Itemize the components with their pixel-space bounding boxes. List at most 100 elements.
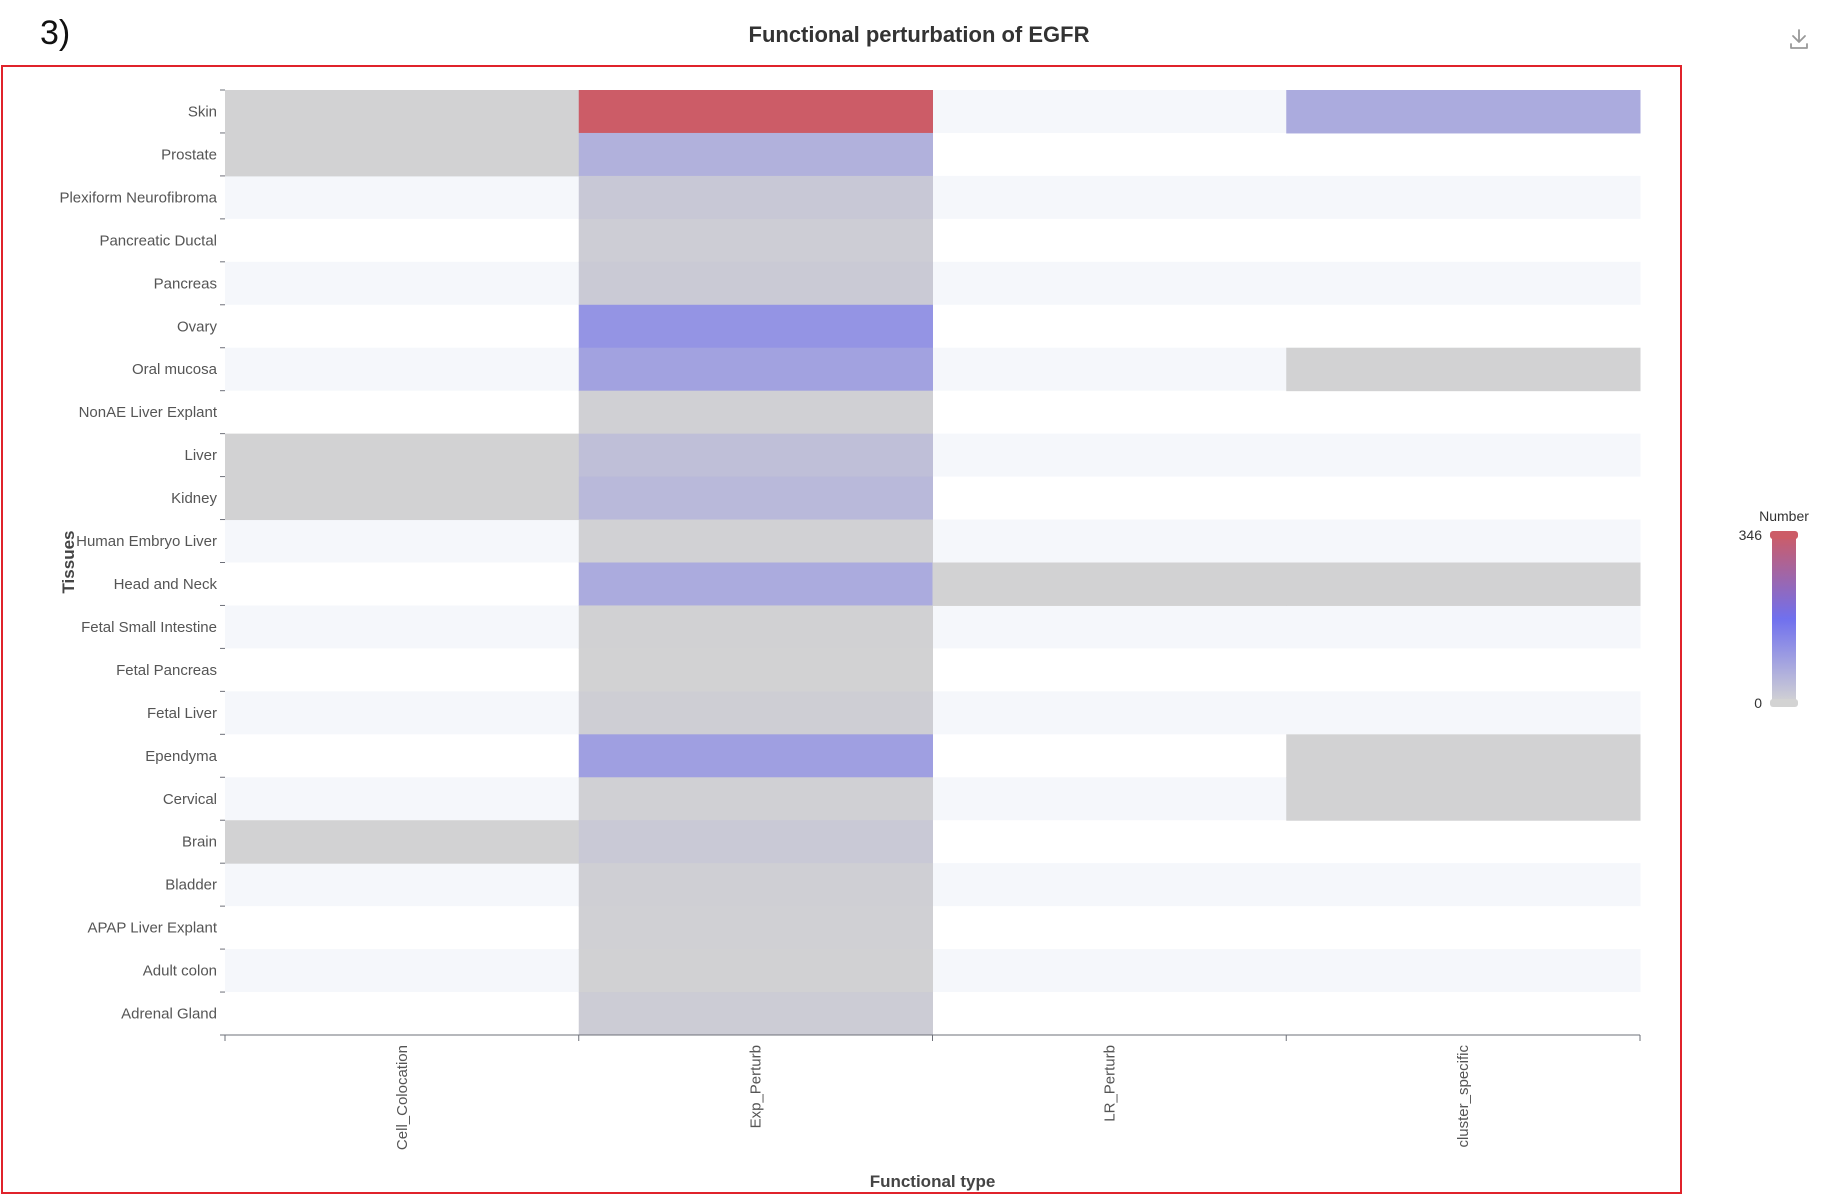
legend-min-label: 0 <box>1754 695 1762 711</box>
heatmap-cell[interactable] <box>578 863 933 907</box>
heatmap-cell[interactable] <box>578 175 933 220</box>
heatmap-cell[interactable] <box>225 90 580 134</box>
heatmap-cell[interactable] <box>578 691 933 735</box>
split-area-band <box>932 90 1287 134</box>
split-area-band <box>1286 132 1641 177</box>
download-button[interactable] <box>1784 24 1814 54</box>
y-tick-label: Fetal Small Intestine <box>81 619 217 636</box>
split-area-band <box>932 949 1287 993</box>
split-area-band <box>1286 390 1641 435</box>
split-area-band <box>1286 261 1641 306</box>
split-area-band <box>1286 691 1641 735</box>
heatmap-cell[interactable] <box>1286 562 1641 606</box>
heatmap-cell[interactable] <box>578 90 933 134</box>
y-tick-label: Adult colon <box>143 963 217 980</box>
split-area-band <box>932 433 1287 478</box>
split-area-band <box>1286 820 1641 864</box>
split-area-band <box>932 734 1287 778</box>
split-area-band <box>225 605 580 649</box>
split-area-band <box>225 992 580 1036</box>
heatmap-cell[interactable] <box>225 132 580 177</box>
split-area-band <box>932 175 1287 220</box>
heatmap-cells <box>225 90 1641 1036</box>
split-area-band <box>225 777 580 821</box>
heatmap-cell[interactable] <box>1286 777 1641 821</box>
split-area-band <box>932 906 1287 950</box>
heatmap-cell[interactable] <box>225 476 580 521</box>
x-tick-label: cluster_specific <box>1455 1045 1472 1148</box>
y-tick-label: NonAE Liver Explant <box>79 404 218 421</box>
y-tick-label: Kidney <box>171 490 217 507</box>
heatmap-cell[interactable] <box>578 949 933 993</box>
split-area-band <box>932 347 1287 392</box>
heatmap-cell[interactable] <box>225 820 580 864</box>
split-area-band <box>225 691 580 735</box>
heatmap-cell[interactable] <box>1286 90 1641 134</box>
split-area-band <box>932 605 1287 649</box>
heatmap-cell[interactable] <box>578 347 933 392</box>
split-area-band <box>225 519 580 563</box>
y-tick-label: Ovary <box>177 318 218 335</box>
split-area-band <box>932 777 1287 821</box>
heatmap-cell[interactable] <box>578 562 933 606</box>
heatmap-cell[interactable] <box>1286 734 1641 778</box>
y-tick-label: Brain <box>182 834 217 851</box>
split-area-band <box>225 218 580 263</box>
x-tick-label: Cell_Colocation <box>394 1045 411 1150</box>
split-area-band <box>932 132 1287 177</box>
split-area-band <box>932 820 1287 864</box>
heatmap-cell[interactable] <box>578 433 933 478</box>
legend-handle-min[interactable] <box>1770 699 1798 707</box>
split-area-band <box>1286 949 1641 993</box>
y-tick-label: Fetal Pancreas <box>116 662 217 679</box>
heatmap-cell[interactable] <box>578 519 933 563</box>
split-area-band <box>932 863 1287 907</box>
split-area-band <box>932 992 1287 1036</box>
split-area-band <box>1286 304 1641 349</box>
heatmap-cell[interactable] <box>578 390 933 435</box>
heatmap-cell[interactable] <box>578 906 933 950</box>
split-area-band <box>932 519 1287 563</box>
y-tick-label: Bladder <box>165 877 217 894</box>
heatmap-cell[interactable] <box>578 777 933 821</box>
x-tick-label: Exp_Perturb <box>748 1045 765 1128</box>
y-tick-label: Cervical <box>163 791 217 808</box>
y-tick-label: APAP Liver Explant <box>87 920 217 937</box>
heatmap-cell[interactable] <box>578 734 933 778</box>
y-tick-label: Prostate <box>161 146 217 163</box>
split-area-band <box>225 347 580 392</box>
split-area-band <box>1286 648 1641 692</box>
split-area-band <box>1286 906 1641 950</box>
heatmap-cell[interactable] <box>225 433 580 478</box>
heatmap-cell[interactable] <box>578 820 933 864</box>
split-area-band <box>1286 992 1641 1036</box>
heatmap-cell[interactable] <box>932 562 1287 606</box>
split-area-band <box>225 261 580 306</box>
heatmap-cell[interactable] <box>578 648 933 692</box>
y-tick-label: Fetal Liver <box>147 705 217 722</box>
heatmap-cell[interactable] <box>578 218 933 263</box>
heatmap-cell[interactable] <box>578 992 933 1036</box>
heatmap-cell[interactable] <box>578 476 933 521</box>
split-area-band <box>932 648 1287 692</box>
legend-max-label: 346 <box>1739 527 1763 543</box>
split-area-band <box>225 175 580 220</box>
split-area-band <box>1286 605 1641 649</box>
split-area-band <box>225 648 580 692</box>
legend-title: Number <box>1759 508 1809 524</box>
heatmap-cell[interactable] <box>578 132 933 177</box>
y-tick-label: Plexiform Neurofibroma <box>59 189 217 206</box>
legend-handle-max[interactable] <box>1770 531 1798 539</box>
chart-title: Functional perturbation of EGFR <box>748 22 1090 47</box>
split-area-band <box>225 304 580 349</box>
split-area-band <box>1286 476 1641 521</box>
heatmap-cell[interactable] <box>578 261 933 306</box>
heatmap-cell[interactable] <box>1286 347 1641 392</box>
heatmap-cell[interactable] <box>578 304 933 349</box>
split-area-band <box>932 390 1287 435</box>
heatmap-cell[interactable] <box>578 605 933 649</box>
y-tick-label: Pancreatic Ductal <box>99 232 217 249</box>
x-axis-title: Functional type <box>870 1172 996 1191</box>
y-tick-label: Head and Neck <box>114 576 218 593</box>
